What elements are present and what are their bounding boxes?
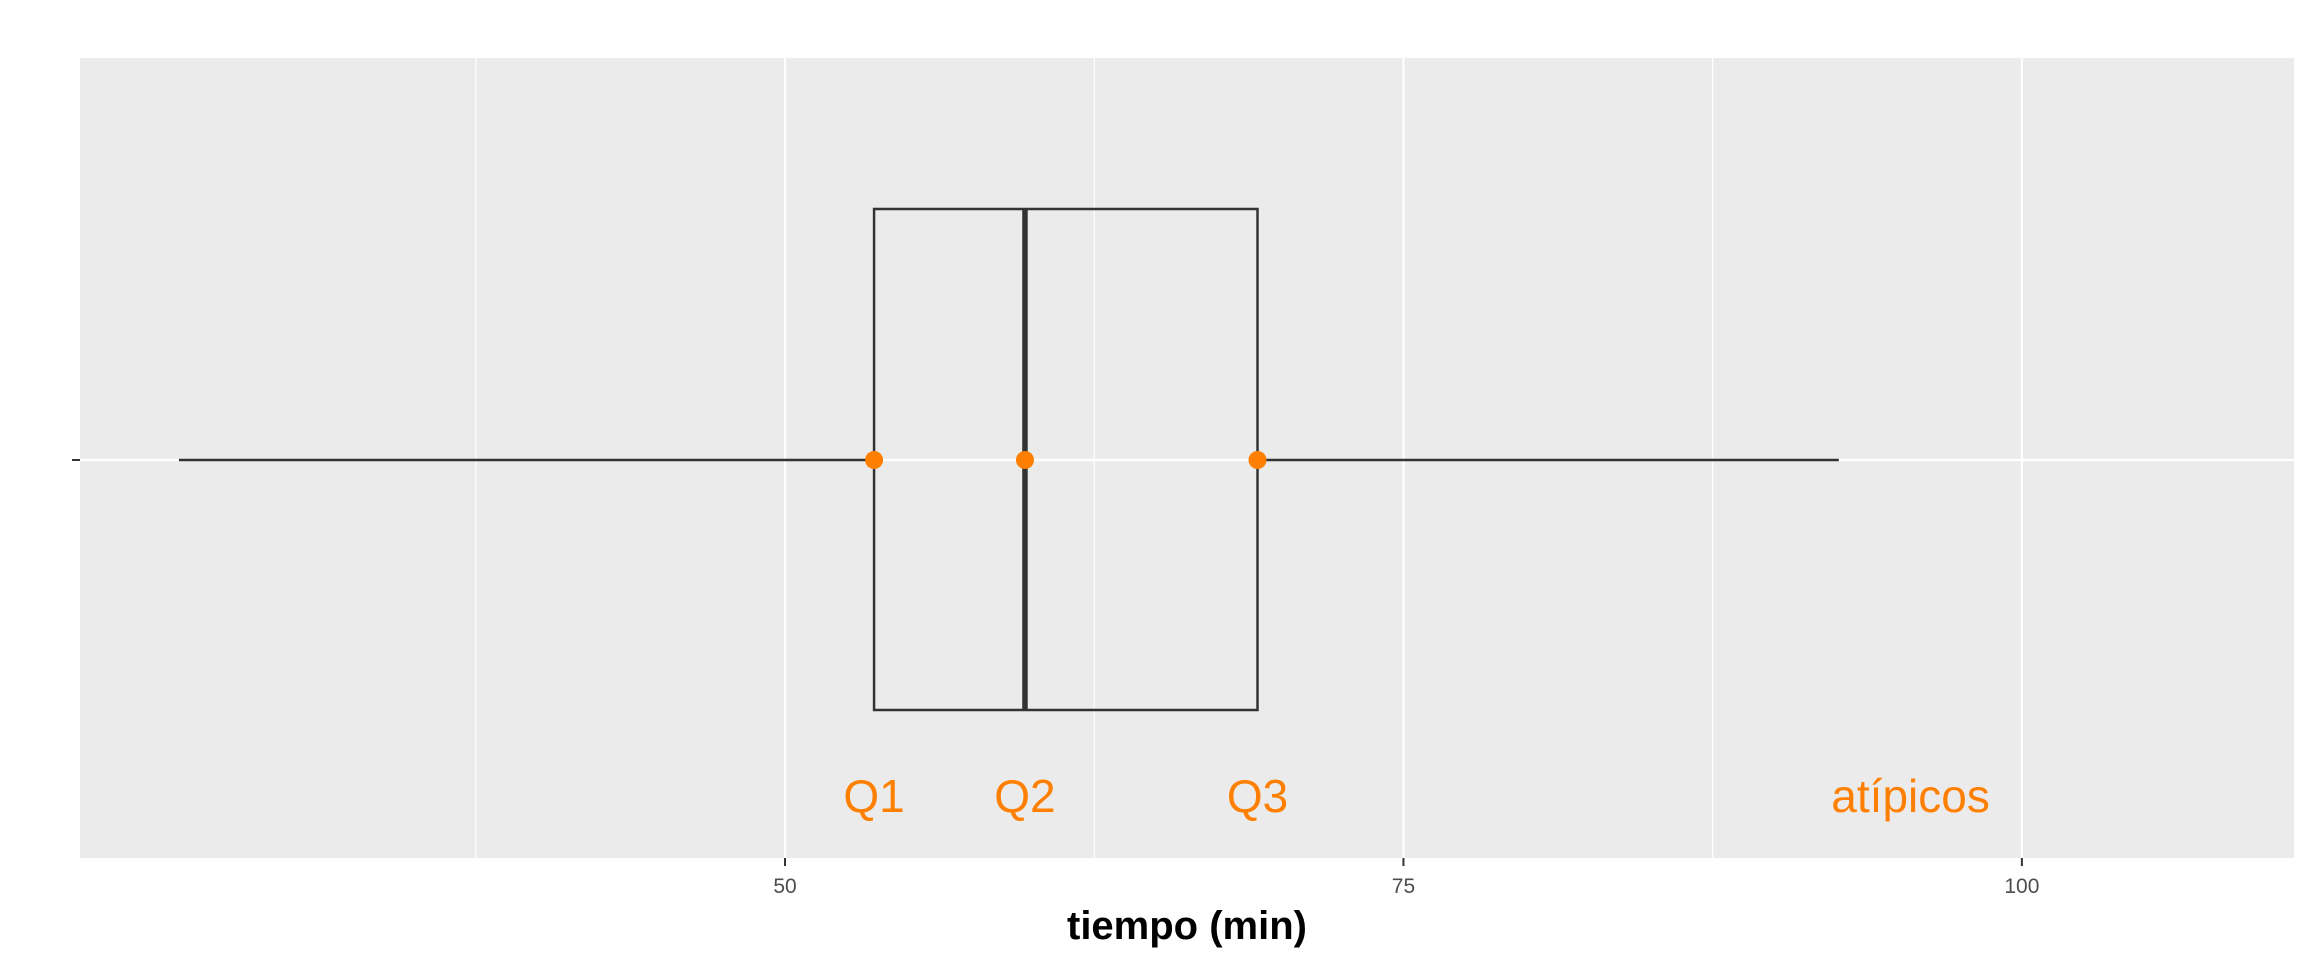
annotation-label: Q2 bbox=[994, 770, 1055, 822]
annotation-label: Q1 bbox=[843, 770, 904, 822]
x-axis-tick-labels: 50 75 100 bbox=[773, 858, 2039, 898]
quartile-points bbox=[865, 451, 1267, 469]
point-q1 bbox=[865, 451, 884, 469]
annotation-label: Q3 bbox=[1227, 770, 1288, 822]
x-tick-label: 100 bbox=[2004, 875, 2039, 898]
plot-panel bbox=[80, 58, 2294, 858]
x-axis-title: tiempo (min) bbox=[1067, 904, 1307, 948]
x-tick-label: 50 bbox=[773, 875, 796, 898]
annotation-label: atípicos bbox=[1831, 770, 1990, 822]
x-tick-label: 75 bbox=[1392, 875, 1415, 898]
point-q2 bbox=[1015, 451, 1034, 469]
point-q3 bbox=[1248, 451, 1267, 469]
annotations: Q1 Q2 Q3 atípicos bbox=[843, 770, 1989, 822]
